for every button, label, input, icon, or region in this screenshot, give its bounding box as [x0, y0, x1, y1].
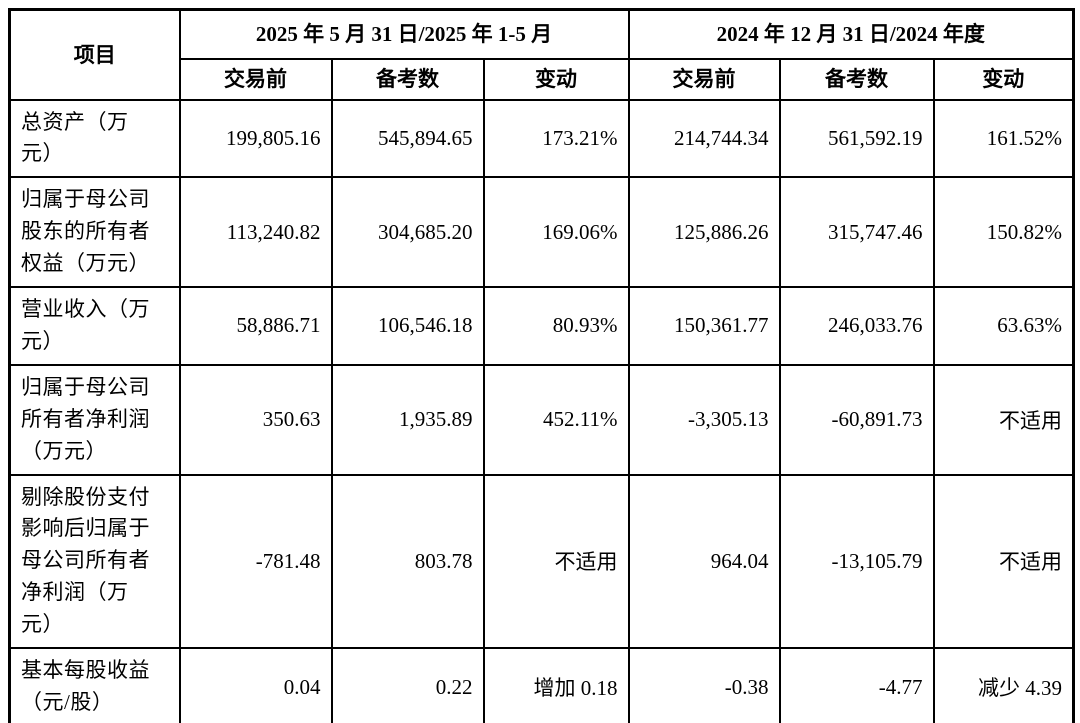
value-cell: 不适用	[932, 473, 1075, 650]
value-cell: 0.04	[178, 647, 333, 723]
col-header-period-2025: 2025 年 5 月 31 日/2025 年 1-5 月	[178, 8, 630, 60]
value-cell: 803.78	[330, 473, 485, 650]
pro-forma-financial-table: 项目 2025 年 5 月 31 日/2025 年 1-5 月 2024 年 1…	[8, 8, 1076, 723]
value-cell: 545,894.65	[330, 98, 485, 179]
row-label: 营业收入（万 元）	[8, 286, 181, 366]
col-subheader-change-2025: 变动	[482, 57, 630, 101]
row-label: 归属于母公司 所有者净利润 （万元）	[8, 363, 181, 476]
value-cell: 150.82%	[932, 176, 1075, 289]
table-row-operating-revenue: 营业收入（万 元） 58,886.71 106,546.18 80.93% 15…	[8, 286, 1075, 366]
row-label: 剔除股份支付 影响后归属于 母公司所有者 净利润（万 元）	[8, 473, 181, 650]
table-row-net-profit-excl-share-payment: 剔除股份支付 影响后归属于 母公司所有者 净利润（万 元） -781.48 80…	[8, 473, 1075, 650]
value-cell: -4.77	[778, 647, 935, 723]
value-cell: 106,546.18	[330, 286, 485, 366]
value-cell: 80.93%	[482, 286, 630, 366]
value-cell: 125,886.26	[627, 176, 781, 289]
value-cell: 不适用	[932, 363, 1075, 476]
value-cell: 增加 0.18	[482, 647, 630, 723]
value-cell: 150,361.77	[627, 286, 781, 366]
table-row-total-assets: 总资产（万 元） 199,805.16 545,894.65 173.21% 2…	[8, 98, 1075, 179]
value-cell: 不适用	[482, 473, 630, 650]
value-cell: 63.63%	[932, 286, 1075, 366]
value-cell: -0.38	[627, 647, 781, 723]
table-row-basic-eps: 基本每股收益 （元/股） 0.04 0.22 增加 0.18 -0.38 -4.…	[8, 647, 1075, 723]
value-cell: 0.22	[330, 647, 485, 723]
value-cell: 58,886.71	[178, 286, 333, 366]
col-header-item: 项目	[8, 8, 181, 101]
value-cell: 561,592.19	[778, 98, 935, 179]
table-row-parent-equity: 归属于母公司 股东的所有者 权益（万元） 113,240.82 304,685.…	[8, 176, 1075, 289]
value-cell: 减少 4.39	[932, 647, 1075, 723]
value-cell: 199,805.16	[178, 98, 333, 179]
value-cell: -3,305.13	[627, 363, 781, 476]
value-cell: 452.11%	[482, 363, 630, 476]
col-header-period-2024: 2024 年 12 月 31 日/2024 年度	[627, 8, 1075, 60]
col-subheader-pro-forma-2025: 备考数	[330, 57, 485, 101]
value-cell: 315,747.46	[778, 176, 935, 289]
value-cell: -13,105.79	[778, 473, 935, 650]
value-cell: 350.63	[178, 363, 333, 476]
value-cell: 113,240.82	[178, 176, 333, 289]
value-cell: 169.06%	[482, 176, 630, 289]
value-cell: 304,685.20	[330, 176, 485, 289]
header-row-subcolumns: 交易前 备考数 变动 交易前 备考数 变动	[10, 57, 1075, 101]
row-label: 基本每股收益 （元/股）	[8, 647, 181, 723]
table-row-net-profit-parent: 归属于母公司 所有者净利润 （万元） 350.63 1,935.89 452.1…	[8, 363, 1075, 476]
value-cell: 161.52%	[932, 98, 1075, 179]
value-cell: 964.04	[627, 473, 781, 650]
value-cell: -60,891.73	[778, 363, 935, 476]
value-cell: 173.21%	[482, 98, 630, 179]
value-cell: -781.48	[178, 473, 333, 650]
col-subheader-pre-transaction-2025: 交易前	[178, 57, 333, 101]
value-cell: 214,744.34	[627, 98, 781, 179]
row-label: 总资产（万 元）	[8, 98, 181, 179]
row-label: 归属于母公司 股东的所有者 权益（万元）	[8, 176, 181, 289]
col-subheader-pre-transaction-2024: 交易前	[627, 57, 781, 101]
value-cell: 246,033.76	[778, 286, 935, 366]
value-cell: 1,935.89	[330, 363, 485, 476]
col-subheader-pro-forma-2024: 备考数	[778, 57, 935, 101]
header-row-periods: 项目 2025 年 5 月 31 日/2025 年 1-5 月 2024 年 1…	[8, 8, 1075, 101]
col-subheader-change-2024: 变动	[932, 57, 1075, 101]
